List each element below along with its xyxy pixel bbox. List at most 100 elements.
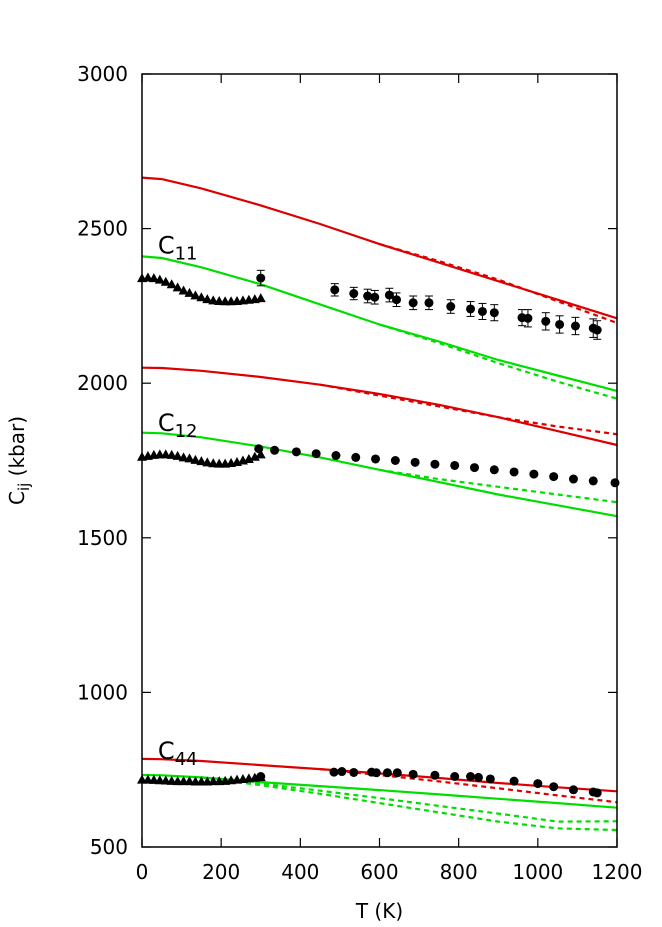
triangle-point (249, 451, 260, 461)
series-line-c11-dotted (379, 323, 618, 400)
y-tick-label: 1000 (77, 680, 128, 704)
circle-point-c12 (509, 467, 519, 477)
circle-point-c11 (523, 313, 533, 323)
curve-label-main: C (158, 231, 175, 259)
circle-point-c11 (446, 302, 456, 312)
triangle-point (142, 272, 153, 282)
triangle-point (154, 274, 165, 284)
triangle-point (190, 454, 201, 464)
y-tick-label: 2500 (77, 217, 128, 241)
circle-point-c12 (470, 463, 479, 473)
circle-point-c44 (371, 768, 381, 778)
circle-point-c12 (311, 449, 321, 459)
series-line-c12-solid (141, 431, 618, 518)
triangle-point (255, 449, 266, 459)
circle-point-c11 (330, 285, 340, 295)
circle-point-c11 (408, 298, 418, 308)
curve-label-main: C (158, 737, 175, 765)
series-line-c44-dotted (201, 776, 618, 823)
circle-point-c44 (473, 772, 483, 782)
triangle-point (184, 453, 195, 463)
x-tick-label: 1000 (512, 860, 563, 884)
circle-point-c12 (410, 457, 420, 467)
y-axis-title-main: C (5, 491, 29, 505)
x-tick-label: 600 (360, 860, 398, 884)
circle-point-c12 (529, 469, 539, 479)
y-axis-title-unit: (kbar) (5, 416, 29, 483)
circle-point-c12 (351, 452, 361, 462)
y-tick-label: 2000 (77, 371, 128, 395)
series-line-c11-solid (141, 255, 618, 392)
curve-label-c44: C44 (158, 737, 198, 770)
circle-point-c11 (489, 308, 499, 318)
circle-point-c12 (610, 478, 620, 488)
series-line-c12-dotted (379, 468, 618, 504)
circle-point-c44 (382, 768, 392, 778)
triangle-point (190, 290, 201, 300)
x-tick-label: 800 (440, 860, 478, 884)
triangle-point (196, 292, 207, 302)
circle-point-c44 (466, 772, 476, 782)
triangle-point (160, 276, 171, 286)
triangle-point (178, 285, 189, 295)
circle-point-c12 (390, 456, 400, 465)
triangle-point (172, 450, 183, 460)
curve-label-main: C (158, 409, 175, 437)
circle-point-c12 (568, 474, 578, 484)
triangle-point (196, 456, 207, 466)
circle-point-c12 (371, 454, 381, 464)
circle-point-c44 (509, 776, 519, 786)
circle-point-c44 (450, 772, 460, 782)
curve-label-subscript: 11 (175, 243, 198, 264)
triangle-point (255, 293, 266, 303)
circle-point-c44 (533, 779, 543, 789)
circle-point-c44 (485, 774, 495, 784)
circle-point-c11 (349, 289, 359, 299)
circle-point-c44 (392, 768, 402, 778)
circle-point-c12 (588, 476, 598, 486)
curve-label-subscript: 44 (175, 749, 198, 770)
circle-point-c12 (254, 444, 264, 454)
circle-point-c44 (256, 772, 266, 782)
circle-point-c12 (331, 451, 341, 461)
triangle-point (160, 449, 171, 459)
circle-point-c11 (370, 292, 380, 302)
triangle-point (202, 457, 213, 467)
y-tick-label: 3000 (77, 62, 128, 86)
x-tick-label: 200 (202, 860, 240, 884)
triangle-point (172, 282, 183, 292)
circle-point-c11 (256, 273, 266, 283)
circle-point-c11 (363, 291, 373, 301)
circle-point-c44 (430, 770, 440, 780)
circle-point-c44 (349, 767, 359, 777)
circle-point-c44 (592, 788, 602, 798)
circle-point-c11 (592, 325, 602, 335)
y-axis-title: Cij (kbar) (5, 416, 33, 505)
circle-point-c12 (430, 459, 440, 469)
triangle-point (202, 294, 213, 304)
triangle-point (166, 449, 177, 459)
circle-point-c12 (549, 472, 559, 482)
triangle-point (184, 287, 195, 297)
circle-point-c11 (541, 316, 551, 326)
markers-layer (137, 269, 620, 798)
triangle-point (178, 452, 189, 462)
circle-point-c11 (392, 295, 402, 305)
circle-point-c11 (477, 306, 487, 316)
y-tick-label: 1500 (77, 526, 128, 550)
circle-point-c12 (489, 465, 499, 475)
circle-point-c11 (555, 319, 565, 329)
circle-point-c11 (570, 321, 580, 331)
series-line-c11-dotted (379, 243, 618, 324)
triangle-point (208, 295, 219, 305)
circle-point-c44 (568, 785, 578, 795)
x-tick-label: 1200 (592, 860, 643, 884)
curve-label-c11: C11 (158, 231, 198, 264)
y-axis-title-sub: ij (15, 483, 33, 491)
circle-point-c12 (291, 447, 301, 457)
curve-label-subscript: 12 (175, 421, 198, 442)
series-line-c12-dotted (319, 383, 618, 436)
x-axis-title: T (K) (355, 899, 403, 923)
